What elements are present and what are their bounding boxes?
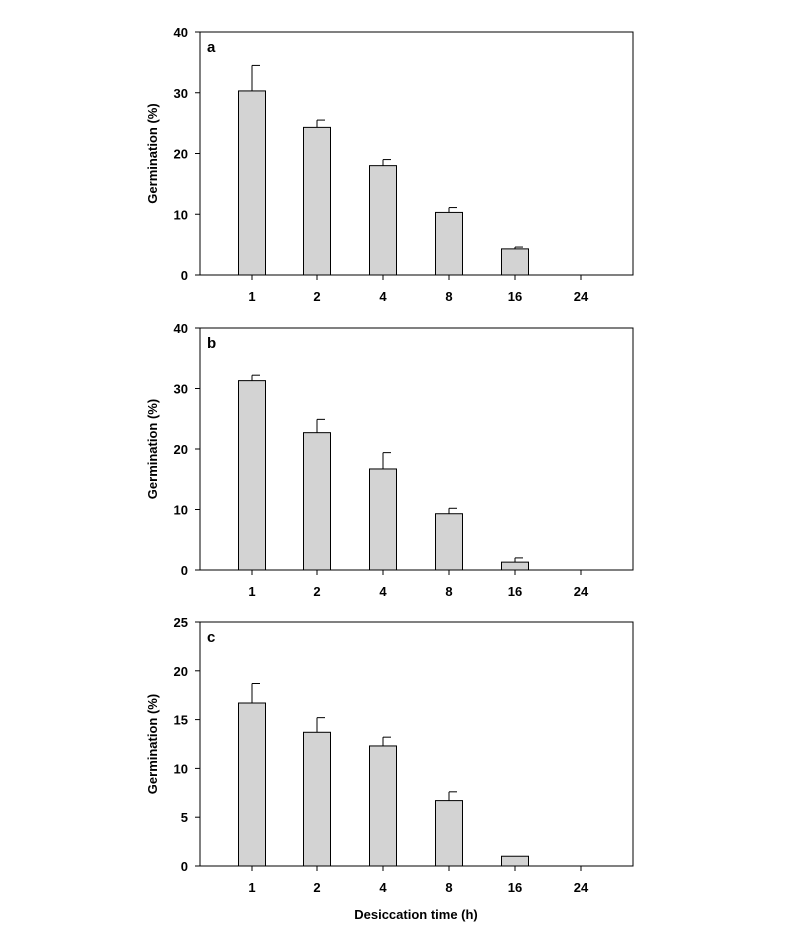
x-tick-label: 1 bbox=[248, 584, 255, 599]
y-tick-label: 20 bbox=[174, 147, 188, 162]
panel-label: c bbox=[207, 629, 215, 646]
bar-2 bbox=[303, 432, 331, 571]
bar-2 bbox=[303, 126, 331, 276]
plot-frame bbox=[199, 327, 634, 571]
bar-4 bbox=[369, 468, 397, 571]
x-tick-label: 16 bbox=[508, 880, 522, 895]
bar-16 bbox=[501, 561, 529, 571]
bar-4 bbox=[369, 745, 397, 867]
y-tick-label: 30 bbox=[174, 382, 188, 397]
y-tick-label: 40 bbox=[174, 25, 188, 40]
y-tick-label: 0 bbox=[181, 563, 188, 578]
bar-8 bbox=[435, 513, 463, 571]
bar-16 bbox=[501, 855, 529, 867]
bar-4 bbox=[369, 165, 397, 276]
x-tick-label: 4 bbox=[379, 584, 387, 599]
x-tick-label: 4 bbox=[379, 289, 387, 304]
x-tick-label: 1 bbox=[248, 880, 255, 895]
y-axis-title: Germination (%) bbox=[145, 399, 160, 499]
x-tick-label: 2 bbox=[313, 880, 320, 895]
y-tick-label: 30 bbox=[174, 86, 188, 101]
y-tick-label: 0 bbox=[181, 268, 188, 283]
bar-2 bbox=[303, 731, 331, 867]
y-axis-title: Germination (%) bbox=[145, 103, 160, 203]
y-tick-label: 25 bbox=[174, 615, 188, 630]
bar-1 bbox=[238, 90, 266, 276]
x-tick-label: 24 bbox=[574, 880, 589, 895]
x-tick-label: 4 bbox=[379, 880, 387, 895]
y-tick-label: 15 bbox=[174, 713, 188, 728]
x-tick-label: 8 bbox=[445, 584, 452, 599]
bar-1 bbox=[238, 380, 266, 571]
x-tick-label: 8 bbox=[445, 880, 452, 895]
panel-label: a bbox=[207, 39, 216, 56]
x-tick-label: 2 bbox=[313, 584, 320, 599]
x-tick-label: 8 bbox=[445, 289, 452, 304]
x-tick-label: 16 bbox=[508, 289, 522, 304]
plot-frame bbox=[199, 621, 634, 867]
y-tick-label: 40 bbox=[174, 321, 188, 336]
bar-1 bbox=[238, 702, 266, 867]
x-tick-label: 24 bbox=[574, 289, 589, 304]
y-tick-label: 20 bbox=[174, 664, 188, 679]
panel-label: b bbox=[207, 335, 216, 352]
x-tick-label: 24 bbox=[574, 584, 589, 599]
x-tick-label: 1 bbox=[248, 289, 255, 304]
y-tick-label: 0 bbox=[181, 859, 188, 874]
y-tick-label: 20 bbox=[174, 442, 188, 457]
bar-16 bbox=[501, 248, 529, 276]
bar-8 bbox=[435, 800, 463, 867]
y-tick-label: 10 bbox=[174, 503, 188, 518]
x-tick-label: 2 bbox=[313, 289, 320, 304]
y-tick-label: 10 bbox=[174, 761, 188, 776]
y-tick-label: 10 bbox=[174, 207, 188, 222]
y-axis-title: Germination (%) bbox=[145, 694, 160, 794]
x-axis-title: Desiccation time (h) bbox=[354, 907, 478, 922]
bar-8 bbox=[435, 211, 463, 276]
x-tick-label: 16 bbox=[508, 584, 522, 599]
y-tick-label: 5 bbox=[181, 810, 188, 825]
plot-frame bbox=[199, 31, 634, 276]
